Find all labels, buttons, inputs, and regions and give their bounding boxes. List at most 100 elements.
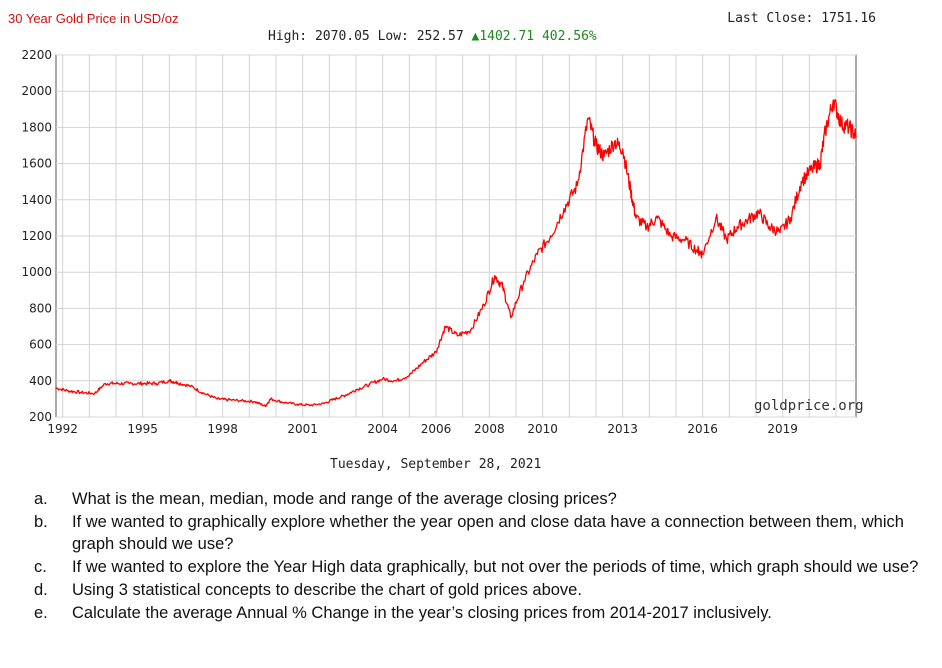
data-point [444,325,447,328]
data-point [768,226,771,228]
data-point [80,391,83,394]
x-tick-label: 2019 [767,422,798,436]
data-point [67,389,69,392]
data-point [603,155,605,158]
last-close-label: Last Close: 1751.16 [727,11,876,26]
data-point [155,382,157,385]
data-point [800,180,803,183]
x-tick-label: 2008 [474,422,505,436]
data-point [696,249,699,252]
data-point [176,381,179,384]
data-point [757,211,760,214]
x-tick-label: 2016 [687,422,718,436]
y-tick-label: 2200 [21,48,52,62]
data-point [216,398,219,400]
change-value: 1402.71 402.56% [479,29,597,44]
question-letter: d. [34,581,48,599]
y-tick-label: 200 [29,410,52,424]
data-point [635,217,637,219]
data-point [456,334,459,337]
data-point [344,394,347,397]
data-point [309,404,312,407]
y-tick-label: 1400 [21,193,52,207]
question-letter: b. [34,513,48,531]
data-point [779,231,781,234]
data-point [189,385,192,388]
data-point [264,405,267,407]
y-tick-label: 400 [29,374,52,388]
data-point [323,402,325,405]
question-text: Calculate the average Annual % Change in… [72,604,772,622]
data-point [629,189,632,192]
data-point [493,275,496,277]
data-point [725,238,728,241]
data-point [645,226,648,228]
up-arrow-icon: ▲ [471,29,480,44]
question-text: What is the mean, median, mode and range… [72,490,617,508]
data-point [613,141,616,143]
question-list: a. What is the mean, median, mode and ran… [34,488,934,625]
high-low-stats: High: 2070.05 Low: 252.57 ▲1402.71 402.5… [268,29,597,44]
data-point [715,217,717,219]
data-point [819,162,821,165]
x-tick-label: 1995 [127,422,158,436]
data-point [128,382,131,385]
data-point [549,235,552,237]
x-tick-label: 2006 [421,422,452,436]
y-tick-label: 1200 [21,229,52,243]
question-text: If we wanted to graphically explore whet… [72,513,904,553]
data-point [296,403,299,406]
data-point [93,392,96,395]
data-point [832,99,835,102]
data-point [576,184,579,187]
data-point [333,398,336,400]
question-letter: e. [34,604,48,622]
x-tick-label: 2001 [287,422,318,436]
data-point [253,400,256,403]
data-point [587,117,589,120]
gold-price-chart: 200 400 600 800 1000 1200 1400 1600 1800 2000 2200… [8,11,876,472]
data-point [115,382,117,385]
data-point [855,135,857,138]
data-point [536,253,539,255]
question-item: d. Using 3 statistical concepts to descri… [34,579,934,601]
data-point [683,238,685,241]
data-point [669,235,672,237]
data-point [501,285,504,288]
data-point [848,126,851,129]
question-letter: a. [34,490,48,508]
data-point [141,382,144,385]
y-tick-label: 1000 [21,265,52,279]
y-tick-label: 600 [29,338,52,352]
y-tick-label: 1800 [21,120,52,134]
watermark: goldprice.org [754,398,864,414]
data-point [381,378,384,380]
data-point [840,122,843,125]
data-point [747,218,749,221]
data-point [104,382,107,385]
data-point [55,387,57,389]
data-point [395,380,397,382]
data-point [283,401,285,404]
x-tick-label: 1998 [207,422,238,436]
x-tick-label: 2013 [607,422,638,436]
date-caption: Tuesday, September 28, 2021 [330,457,542,472]
chart-canvas: 200 400 600 800 1000 1200 1400 1600 1800 2000 2200… [21,48,857,436]
data-point [811,168,813,170]
data-point [435,351,437,353]
data-point [355,389,357,391]
high-low-text: High: 2070.05 Low: 252.57 [268,29,464,44]
data-point [421,361,424,364]
x-tick-label: 2010 [527,422,558,436]
y-tick-label: 2000 [21,84,52,98]
x-tick-label: 1992 [47,422,78,436]
data-point [595,144,597,147]
data-point [203,392,205,395]
data-point [523,280,525,283]
chart-title: 30 Year Gold Price in USD/oz [8,11,179,26]
data-point [701,253,704,255]
data-point [509,316,512,319]
x-tick-label: 2004 [367,422,398,436]
question-item: a. What is the mean, median, mode and ran… [34,488,934,510]
data-point [168,380,171,382]
